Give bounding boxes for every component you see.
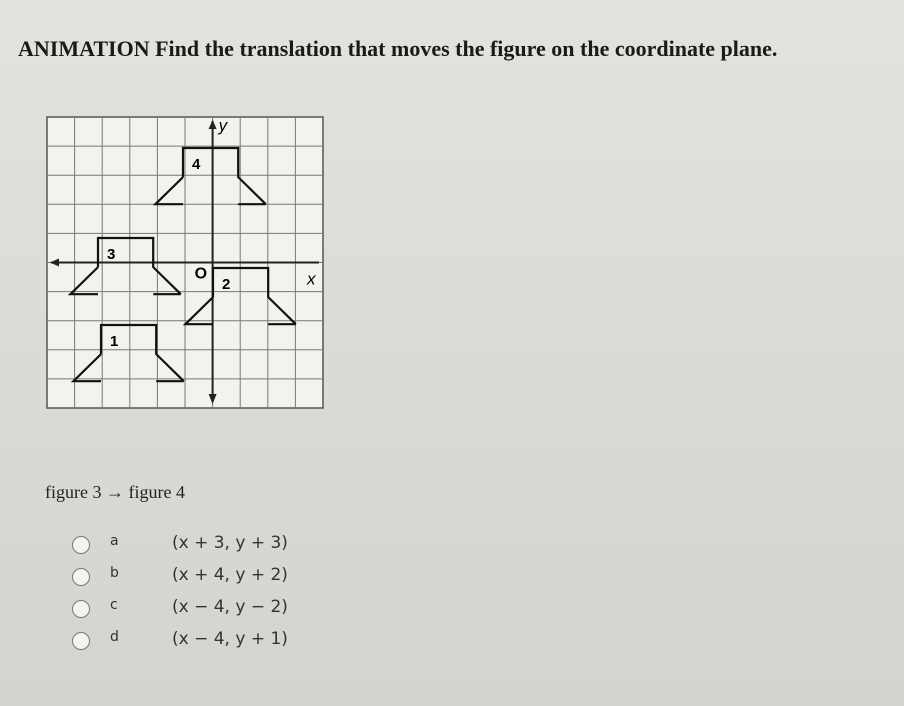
coordinate-plane: y x O 1 2 3 4	[46, 116, 324, 409]
title: ANIMATION Find the translation that move…	[18, 36, 778, 61]
option-letter: b	[110, 565, 119, 581]
prompt: figure 3 → figure 4	[45, 482, 185, 502]
figure-label: 4	[192, 156, 201, 173]
y-axis-label: y	[218, 116, 229, 135]
option-letter: c	[110, 597, 118, 613]
arrow	[50, 258, 59, 267]
option-text: (x + 4, y + 2)	[172, 565, 288, 585]
radio-button[interactable]	[72, 536, 90, 554]
arrow	[208, 120, 217, 129]
option-text: (x − 4, y + 1)	[172, 629, 288, 649]
radio-button[interactable]	[72, 600, 90, 618]
figure-label: 3	[107, 246, 115, 263]
origin-label: O	[195, 266, 207, 283]
x-axis-label: x	[306, 270, 316, 289]
figure	[67, 236, 182, 296]
option-text: (x − 4, y − 2)	[172, 597, 288, 617]
radio-button[interactable]	[72, 632, 90, 650]
figure	[182, 266, 297, 326]
option-letter: a	[110, 533, 119, 549]
figure-label: 1	[110, 333, 118, 350]
arrow	[208, 394, 217, 404]
figure	[152, 146, 267, 206]
radio-button[interactable]	[72, 568, 90, 586]
option-letter: d	[110, 629, 119, 645]
option-text: (x + 3, y + 3)	[172, 533, 288, 553]
figure-label: 2	[222, 276, 230, 293]
figure	[70, 323, 185, 383]
